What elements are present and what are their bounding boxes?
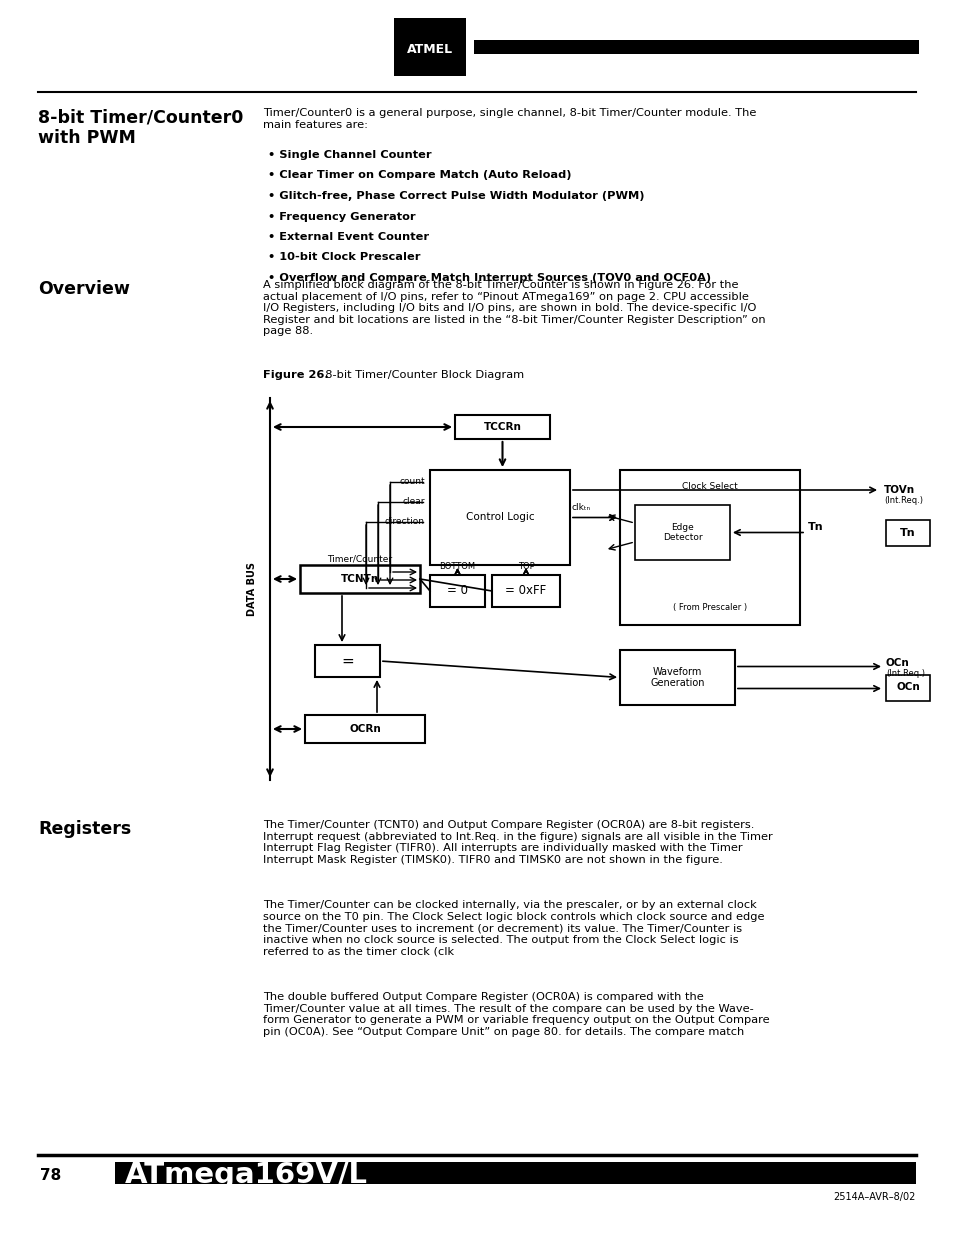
- Text: clkₜₙ: clkₜₙ: [572, 504, 591, 513]
- Text: The Timer/Counter can be clocked internally, via the prescaler, or by an externa: The Timer/Counter can be clocked interna…: [263, 900, 763, 956]
- Text: TOVn: TOVn: [883, 485, 914, 495]
- Text: OCn: OCn: [895, 683, 919, 693]
- Text: DATA BUS: DATA BUS: [247, 562, 256, 616]
- Text: TOP: TOP: [517, 562, 534, 571]
- Bar: [115, 1162, 915, 1184]
- Text: OCn: OCn: [885, 658, 909, 668]
- Bar: [305, 715, 424, 743]
- Text: ( From Prescaler ): ( From Prescaler ): [672, 603, 746, 613]
- Text: Control Logic: Control Logic: [465, 513, 534, 522]
- Text: Timer/Counter: Timer/Counter: [327, 555, 392, 563]
- Bar: [474, 40, 918, 54]
- Bar: [885, 674, 929, 700]
- Bar: [455, 415, 550, 438]
- Text: clear: clear: [402, 498, 424, 506]
- Text: • Frequency Generator: • Frequency Generator: [268, 211, 416, 221]
- Text: (Int.Req.): (Int.Req.): [885, 669, 924, 678]
- Text: BOTTOM: BOTTOM: [439, 562, 475, 571]
- Text: TCCRn: TCCRn: [483, 422, 521, 432]
- Text: TCNTn: TCNTn: [340, 574, 378, 584]
- Text: • Glitch-free, Phase Correct Pulse Width Modulator (PWM): • Glitch-free, Phase Correct Pulse Width…: [268, 191, 644, 201]
- Text: • Single Channel Counter: • Single Channel Counter: [268, 149, 431, 161]
- Bar: [619, 471, 800, 625]
- Bar: [430, 576, 484, 606]
- Text: OCRn: OCRn: [349, 724, 380, 734]
- Text: Tn: Tn: [900, 527, 915, 537]
- Text: Registers: Registers: [38, 820, 132, 839]
- Text: • 10-bit Clock Prescaler: • 10-bit Clock Prescaler: [268, 252, 420, 263]
- Text: 2514A–AVR–8/02: 2514A–AVR–8/02: [833, 1192, 915, 1202]
- Bar: [430, 471, 569, 564]
- Bar: [885, 520, 929, 546]
- Text: • Overflow and Compare Match Interrupt Sources (TOV0 and OCF0A): • Overflow and Compare Match Interrupt S…: [268, 273, 710, 283]
- Bar: [314, 645, 379, 677]
- Bar: [299, 564, 419, 593]
- Text: ATMEL: ATMEL: [407, 43, 453, 57]
- Text: Waveform
Generation: Waveform Generation: [650, 667, 704, 688]
- Text: A simplified block diagram of the 8-bit Timer/Counter is shown in Figure 26. For: A simplified block diagram of the 8-bit …: [263, 280, 765, 336]
- Bar: [492, 576, 559, 606]
- Text: 8-bit Timer/Counter Block Diagram: 8-bit Timer/Counter Block Diagram: [317, 370, 523, 380]
- Text: Edge
Detector: Edge Detector: [662, 522, 701, 542]
- Text: Clock Select: Clock Select: [681, 482, 737, 492]
- Text: =: =: [341, 653, 354, 668]
- Text: The double buffered Output Compare Register (OCR0A) is compared with the
Timer/C: The double buffered Output Compare Regis…: [263, 992, 769, 1037]
- Bar: [619, 650, 734, 705]
- Text: (Int.Req.): (Int.Req.): [883, 496, 923, 505]
- Text: Tn: Tn: [807, 522, 822, 532]
- Text: direction: direction: [385, 517, 424, 526]
- Text: The Timer/Counter (TCNT0) and Output Compare Register (OCR0A) are 8-bit register: The Timer/Counter (TCNT0) and Output Com…: [263, 820, 772, 864]
- Text: • Clear Timer on Compare Match (Auto Reload): • Clear Timer on Compare Match (Auto Rel…: [268, 170, 571, 180]
- Text: ATmega169V/L: ATmega169V/L: [125, 1161, 368, 1189]
- Text: = 0: = 0: [447, 584, 468, 598]
- Text: Timer/Counter0 is a general purpose, single channel, 8-bit Timer/Counter module.: Timer/Counter0 is a general purpose, sin…: [263, 107, 756, 130]
- Text: • External Event Counter: • External Event Counter: [268, 232, 429, 242]
- Bar: [394, 19, 465, 77]
- Text: 78: 78: [40, 1168, 61, 1183]
- Text: = 0xFF: = 0xFF: [505, 584, 546, 598]
- Bar: [635, 505, 729, 559]
- Text: Figure 26.: Figure 26.: [263, 370, 329, 380]
- Text: 8-bit Timer/Counter0
with PWM: 8-bit Timer/Counter0 with PWM: [38, 107, 243, 147]
- Text: Overview: Overview: [38, 280, 130, 298]
- Text: count: count: [399, 478, 424, 487]
